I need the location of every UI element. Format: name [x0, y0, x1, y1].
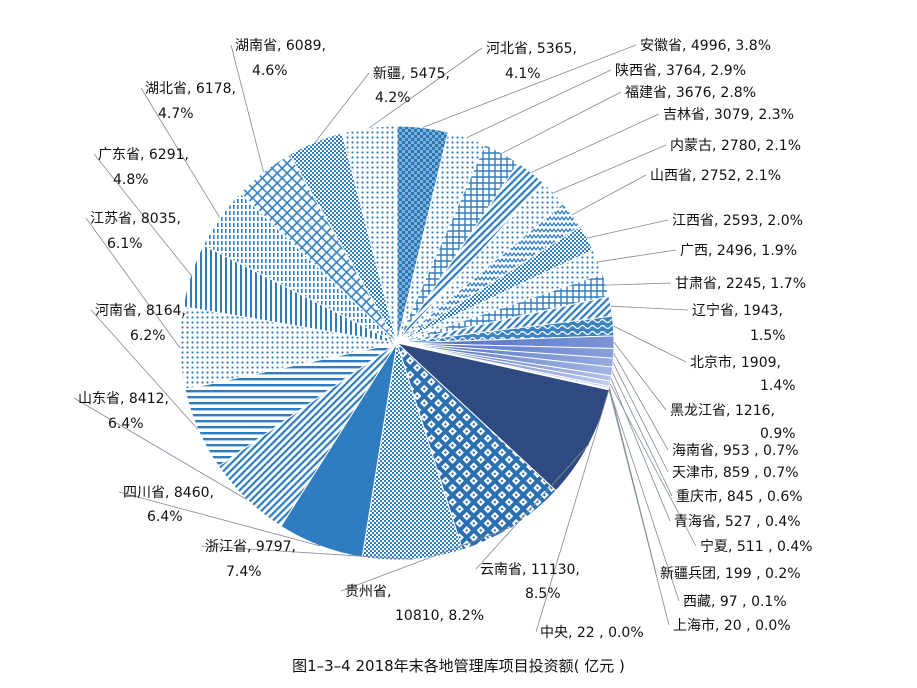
data-label-15: 重庆市, 845 , 0.6%: [676, 488, 803, 505]
data-label-17: 宁夏, 511 , 0.4%: [700, 538, 813, 555]
data-label-28: 江苏省, 8035,: [90, 211, 181, 227]
leader-line-5: [553, 144, 667, 194]
leader-line-2: [466, 69, 612, 138]
data-label-percent-10: 1.5%: [750, 328, 786, 344]
leader-line-27: [90, 309, 199, 430]
data-label-21: 中央, 22 , 0.0%: [540, 625, 644, 641]
leader-line-14: [612, 362, 669, 473]
data-label-percent-33: 4.1%: [505, 66, 541, 82]
data-label-23: 贵州省,: [345, 584, 391, 600]
leader-line-1: [422, 44, 637, 128]
data-label-5: 内蒙古, 2780, 2.1%: [670, 138, 801, 154]
leader-line-29: [93, 153, 192, 276]
data-label-6: 山西省, 2752, 2.1%: [650, 168, 781, 184]
leader-line-32: [314, 72, 370, 143]
data-label-10: 辽宁省, 1943,: [692, 302, 783, 319]
data-label-percent-29: 4.8%: [113, 172, 149, 188]
data-label-27: 河南省, 8164,: [95, 303, 186, 319]
data-label-percent-24: 7.4%: [226, 564, 262, 580]
data-label-20: 上海市, 20 , 0.0%: [673, 617, 791, 634]
data-label-31: 湖南省, 6089,: [235, 38, 326, 54]
data-label-percent-22: 8.5%: [525, 586, 561, 602]
leader-line-6: [571, 174, 647, 216]
data-label-22: 云南省, 11130,: [480, 562, 580, 578]
leader-line-30: [140, 87, 221, 218]
data-label-percent-27: 6.2%: [130, 328, 166, 344]
data-label-percent-31: 4.6%: [252, 63, 288, 79]
chart-title: 图1–3–4 2018年末各地管理库项目投资额( 亿元 ): [292, 657, 625, 675]
leader-line-8: [598, 249, 677, 263]
data-label-14: 天津市, 859 , 0.7%: [672, 464, 799, 481]
data-label-percent-30: 4.7%: [158, 106, 194, 122]
leader-line-31: [230, 44, 264, 172]
data-label-25: 四川省, 8460,: [123, 485, 214, 501]
data-label-2: 陕西省, 3764, 2.9%: [615, 63, 746, 79]
data-label-percent-25: 6.4%: [147, 509, 183, 525]
leader-line-33: [369, 47, 483, 129]
data-label-19: 西藏, 97 , 0.1%: [683, 594, 787, 610]
leader-line-7: [586, 219, 669, 239]
data-label-13: 海南省, 953 , 0.7%: [672, 443, 799, 459]
leader-line-15: [611, 371, 673, 497]
leader-line-20: [608, 389, 670, 626]
leader-line-17: [609, 383, 697, 547]
leader-line-19: [608, 388, 680, 602]
data-label-1: 安徽省, 4996, 3.8%: [640, 38, 771, 54]
leader-line-28: [85, 217, 181, 349]
data-label-11: 北京市, 1909,: [690, 354, 781, 371]
data-label-3: 福建省, 3676, 2.8%: [625, 85, 756, 101]
data-label-32: 新疆, 5475,: [373, 66, 450, 82]
leader-line-4: [531, 113, 660, 173]
leader-line-24: [200, 545, 413, 560]
data-label-29: 广东省, 6291,: [98, 147, 189, 163]
leader-line-21: [535, 389, 610, 633]
leader-line-23: [340, 526, 514, 592]
leader-line-11: [613, 325, 687, 363]
leader-line-13: [613, 353, 669, 451]
leader-line-12: [613, 341, 667, 411]
leader-line-22: [475, 443, 590, 570]
data-label-percent-28: 6.1%: [107, 236, 143, 252]
pie-chart: 安徽省, 4996, 3.8% 陕西省, 3764, 2.9% 福建省, 3676,…: [73, 38, 813, 641]
data-label-16: 青海省, 527 , 0.4%: [674, 514, 801, 530]
data-label-percent-12: 0.9%: [760, 426, 796, 442]
data-label-4: 吉林省, 3079, 2.3%: [663, 107, 794, 123]
leader-line-3: [501, 91, 622, 154]
data-label-12: 黑龙江省, 1216,: [670, 403, 775, 419]
leader-line-9: [606, 282, 672, 286]
data-label-percent-23: 10810, 8.2%: [395, 608, 484, 624]
data-label-7: 江西省, 2593, 2.0%: [672, 213, 803, 229]
leader-line-25: [118, 491, 321, 547]
data-label-9: 甘肃省, 2245, 1.7%: [675, 276, 806, 292]
data-label-18: 新疆兵团, 199 , 0.2%: [660, 566, 801, 582]
data-label-30: 湖北省, 6178,: [145, 81, 236, 97]
data-label-8: 广西, 2496, 1.9%: [680, 243, 797, 259]
data-label-24: 浙江省, 9797,: [205, 539, 296, 555]
leader-line-10: [610, 305, 689, 311]
data-label-percent-26: 6.4%: [108, 416, 144, 432]
leader-line-16: [610, 378, 671, 522]
data-label-26: 山东省, 8412,: [78, 391, 169, 407]
data-label-33: 河北省, 5365,: [486, 41, 577, 57]
pie-slice-33: [341, 125, 398, 344]
leader-line-26: [73, 397, 247, 500]
data-label-percent-32: 4.2%: [375, 90, 411, 106]
data-label-percent-11: 1.4%: [760, 378, 796, 394]
